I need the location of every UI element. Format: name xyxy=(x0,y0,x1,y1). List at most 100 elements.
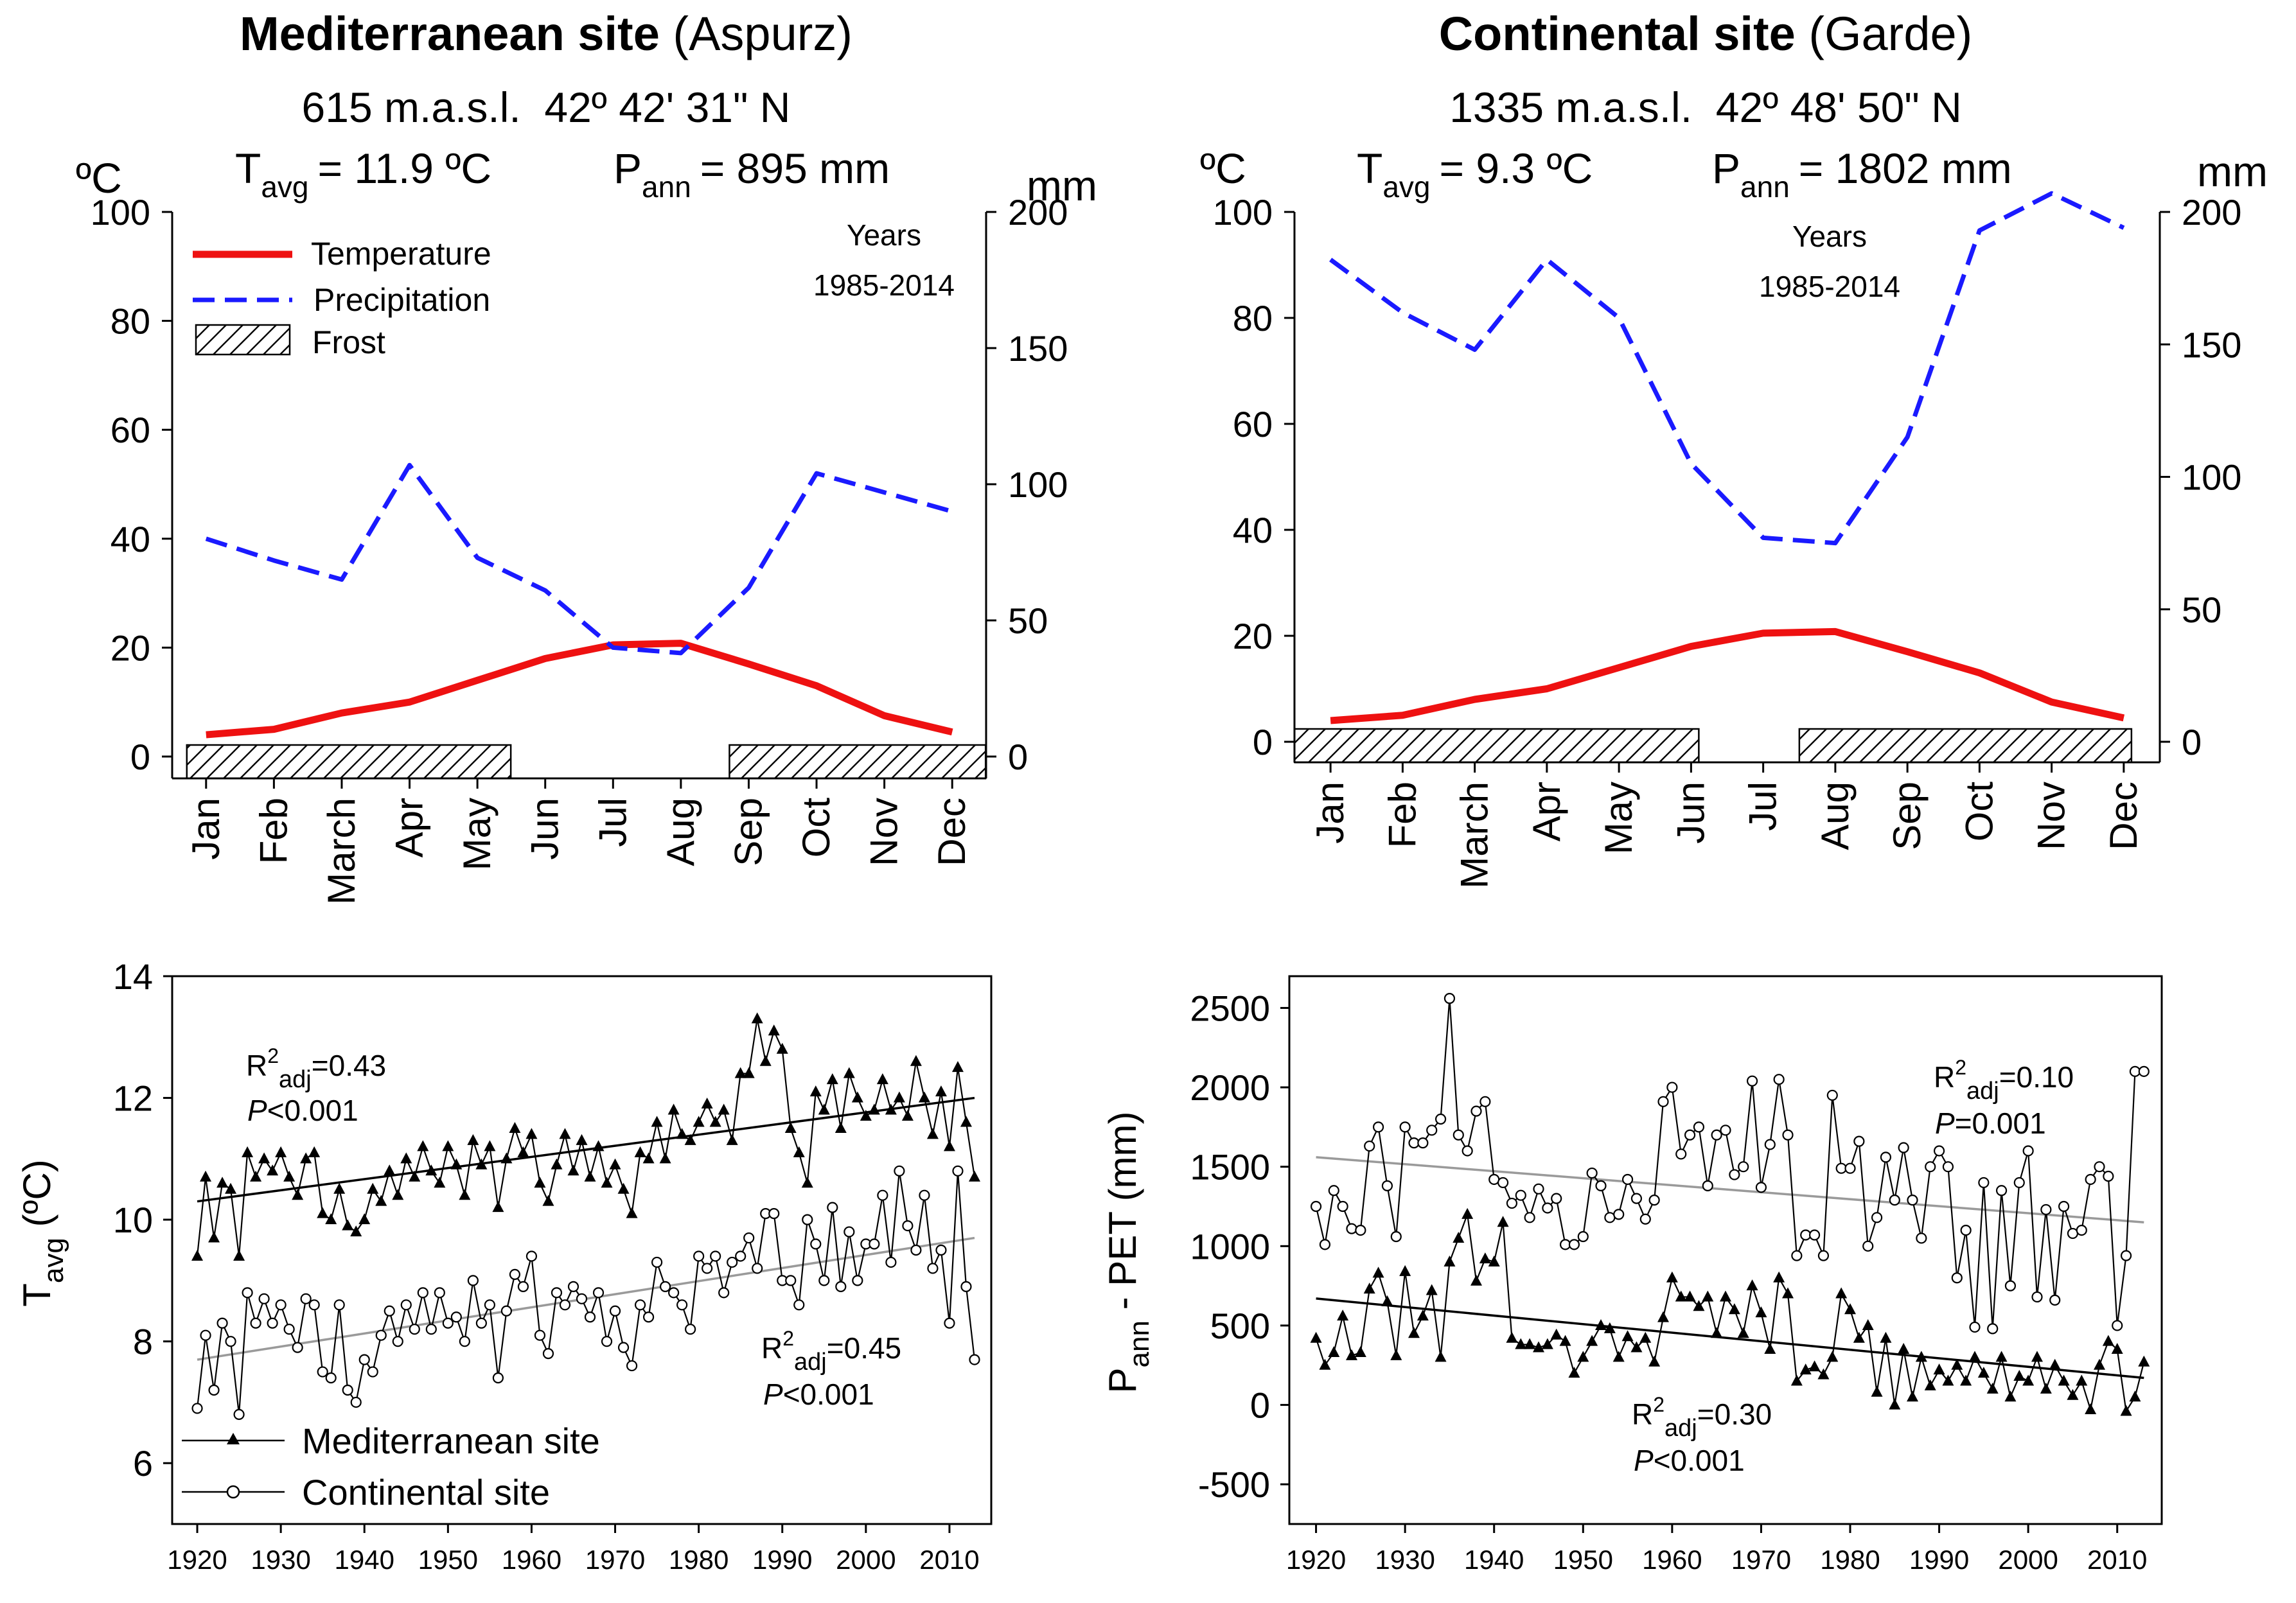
tavg-mediterranean-point xyxy=(283,1171,295,1182)
pet-stat-cont-r2: R2adj=0.10 xyxy=(1934,1056,2074,1105)
med-pann-value: = 895 mm xyxy=(700,145,890,192)
r2-value: =0.10 xyxy=(1999,1060,2074,1094)
tavg-mediterranean-point xyxy=(317,1207,328,1218)
pet-y-axis-label: Pann - PET (mm) xyxy=(1101,1112,1155,1394)
tavg-mediterranean-point xyxy=(718,1104,730,1115)
tavg-mediterranean-point xyxy=(225,1183,236,1194)
pet-continental-point xyxy=(2041,1205,2051,1214)
cont-left-tick-label: 60 xyxy=(1233,404,1273,444)
tavg-stat-med-r2: R2adj=0.43 xyxy=(246,1044,386,1093)
tavg-continental-point xyxy=(719,1288,729,1297)
cont-right-tick-label: 0 xyxy=(2182,722,2202,762)
cont-left-tick-label: 100 xyxy=(1213,192,1273,232)
tavg-x-tick-label: 1990 xyxy=(752,1545,812,1575)
r2-value: =0.43 xyxy=(312,1049,386,1082)
pet-continental-point xyxy=(1961,1225,1971,1235)
pet-continental-point xyxy=(1463,1146,1472,1155)
tavg-continental-point xyxy=(310,1300,319,1310)
tavg-mediterranean-point xyxy=(216,1177,228,1187)
cont-latitude: 42º 48' 50" N xyxy=(1716,83,1962,131)
tavg-continental-point xyxy=(685,1324,695,1334)
tavg-continental-point xyxy=(560,1300,570,1310)
tavg-y-tick-label: 12 xyxy=(113,1078,153,1119)
pet-continental-point xyxy=(1908,1195,1918,1205)
pet-mediterranean-point xyxy=(2103,1335,2114,1346)
tavg-mediterranean-point xyxy=(467,1134,479,1145)
pet-continental-point xyxy=(1596,1181,1606,1191)
pet-continental-point xyxy=(1952,1273,1962,1283)
cont-month-label: Jan xyxy=(1309,782,1352,844)
med-left-tick-label: 40 xyxy=(110,519,150,559)
tavg-continental-point xyxy=(435,1288,445,1297)
tavg-mediterranean-point xyxy=(693,1116,705,1126)
pet-continental-point xyxy=(1756,1182,1766,1192)
tavg-mediterranean-point xyxy=(585,1171,596,1182)
pet-continental-point xyxy=(1943,1162,1953,1171)
pet-continental-point xyxy=(1525,1213,1535,1222)
legend-precipitation-label: Precipitation xyxy=(313,282,490,318)
cont-month-label: Nov xyxy=(2030,782,2073,850)
tavg-mediterranean-point xyxy=(919,1092,930,1103)
r2-sub: adj xyxy=(794,1349,827,1376)
pet-mediterranean-point xyxy=(1960,1374,1972,1385)
legend-temperature-label: Temperature xyxy=(311,236,491,272)
pet-trendline-continental xyxy=(1316,1157,2144,1222)
cont-right-tick-label: 50 xyxy=(2182,590,2221,630)
med-tavg-label: T xyxy=(235,145,261,192)
tavg-mediterranean-point xyxy=(760,1055,772,1066)
pet-mediterranean-point xyxy=(2004,1390,2016,1401)
tavg-continental-point xyxy=(427,1324,436,1334)
tavg-continental-point xyxy=(878,1191,887,1200)
tavg-mediterranean-point xyxy=(743,1067,755,1078)
tavg-mediterranean-point xyxy=(392,1189,403,1200)
med-month-label: Feb xyxy=(252,798,295,864)
med-frost-bar-1 xyxy=(729,745,985,778)
pet-continental-point xyxy=(1338,1202,1348,1211)
tavg-mediterranean-point xyxy=(793,1146,805,1157)
tavg-continental-point xyxy=(493,1373,503,1383)
pet-x-tick-label: 1980 xyxy=(1820,1545,1880,1575)
pet-mediterranean-point xyxy=(2067,1389,2078,1400)
pet-mediterranean-point xyxy=(1613,1351,1625,1362)
tavg-continental-point xyxy=(443,1318,453,1328)
legend-cont-circle-icon xyxy=(227,1486,239,1498)
tavg-continental-point xyxy=(209,1385,219,1395)
r2-sup: 2 xyxy=(1955,1056,1966,1079)
cont-right-tick-label: 100 xyxy=(2182,457,2241,498)
pet-mediterranean-point xyxy=(1826,1351,1838,1362)
tavg-continental-point xyxy=(552,1288,561,1297)
pet-mediterranean-point xyxy=(1506,1332,1517,1343)
tavg-continental-point xyxy=(594,1288,603,1297)
tavg-mediterranean-point xyxy=(969,1171,980,1182)
cont-month-label: March xyxy=(1453,782,1496,889)
pet-mediterranean-point xyxy=(1702,1290,1713,1301)
med-month-label: Jun xyxy=(524,798,567,860)
tavg-mediterranean-point xyxy=(459,1189,470,1200)
tavg-mediterranean-point xyxy=(258,1152,270,1163)
pet-mediterranean-point xyxy=(1461,1208,1473,1219)
tavg-continental-point xyxy=(619,1343,628,1353)
tavg-x-tick-label: 1950 xyxy=(418,1545,478,1575)
climate-chart-continental: 020406080100050100150200Jan Feb March Apr Ma… xyxy=(1213,192,2242,889)
pet-mediterranean-point xyxy=(1862,1319,1874,1330)
tavg-mediterranean-point xyxy=(333,1183,345,1194)
pet-trendline-mediterranean xyxy=(1316,1299,2144,1378)
pet-continental-point xyxy=(1436,1114,1445,1124)
tavg-continental-point xyxy=(368,1367,378,1377)
tavg-continental-point xyxy=(585,1312,595,1322)
pet-mediterranean-point xyxy=(1755,1306,1767,1317)
pet-continental-point xyxy=(1454,1130,1463,1140)
pet-mediterranean-point xyxy=(2076,1374,2087,1385)
tavg-continental-point xyxy=(385,1306,394,1316)
pet-continental-point xyxy=(1721,1125,1731,1135)
tavg-continental-point xyxy=(928,1263,937,1273)
tavg-continental-point xyxy=(485,1300,495,1310)
tavg-mediterranean-point xyxy=(660,1152,671,1163)
tavg-mediterranean-point xyxy=(894,1092,905,1103)
tavg-continental-point xyxy=(418,1288,428,1297)
tavg-continental-point xyxy=(660,1282,670,1292)
tavg-y-axis-label: Tavg (ºC) xyxy=(15,1159,69,1306)
figure: Mediterranean site (Aspurz) 615 m.a.s.l.… xyxy=(0,0,2296,1603)
tavg-mediterranean-point xyxy=(417,1140,428,1151)
pet-mediterranean-point xyxy=(1764,1343,1776,1354)
